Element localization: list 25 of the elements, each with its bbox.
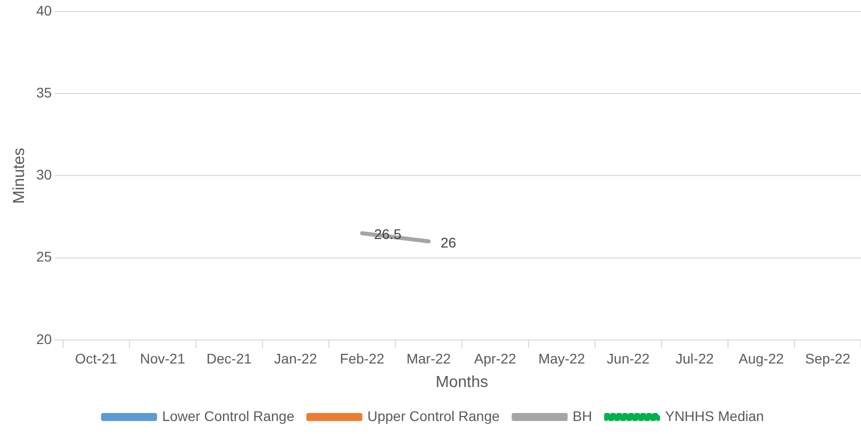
x-tick-label: Jun-22 (606, 350, 650, 366)
legend-label: BH (572, 408, 592, 424)
x-tick-label: Dec-21 (206, 350, 252, 366)
x-tick-label: Oct-21 (75, 350, 118, 366)
y-tick-label: 40 (36, 2, 52, 18)
x-tick-label: Mar-22 (406, 350, 452, 366)
x-tick-label: Jul-22 (676, 350, 714, 366)
y-tick-label: 35 (36, 84, 52, 100)
x-tick-label: Nov-21 (140, 350, 186, 366)
legend-label: Lower Control Range (162, 408, 295, 424)
x-tick-label: Apr-22 (474, 350, 516, 366)
x-tick-label: May-22 (538, 350, 586, 366)
legend-label: Upper Control Range (367, 408, 500, 424)
data-label: 26 (440, 234, 456, 250)
x-tick-label: Aug-22 (738, 350, 784, 366)
y-tick-label: 25 (36, 248, 52, 265)
x-tick-label: Jan-22 (274, 350, 318, 366)
legend-label: YNHHS Median (665, 408, 764, 424)
x-axis-title: Months (436, 374, 488, 391)
x-tick-label: Sep-22 (805, 350, 851, 366)
y-axis-title: Minutes (11, 148, 28, 204)
x-tick-label: Feb-22 (340, 350, 384, 366)
y-tick-label: 20 (36, 330, 52, 347)
y-tick-label: 30 (36, 166, 52, 183)
data-label: 26.5 (374, 226, 402, 242)
